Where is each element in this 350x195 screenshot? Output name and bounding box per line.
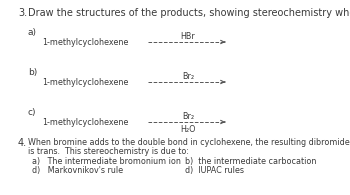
Text: 3.: 3. [18,8,27,18]
Text: is trans.  This stereochemistry is due to:: is trans. This stereochemistry is due to… [28,147,189,156]
Text: d)  IUPAC rules: d) IUPAC rules [185,166,244,175]
Text: Br₂: Br₂ [182,112,194,121]
Text: b): b) [28,68,37,77]
Text: b)  the intermediate carbocation: b) the intermediate carbocation [185,157,316,166]
Text: 1-methylcyclohexene: 1-methylcyclohexene [42,38,128,47]
Text: a)   The intermediate bromonium ion: a) The intermediate bromonium ion [32,157,181,166]
Text: Draw the structures of the products, showing stereochemistry where relevant.: Draw the structures of the products, sho… [28,8,350,18]
Text: Br₂: Br₂ [182,72,194,81]
Text: HBr: HBr [181,32,195,41]
Text: H₂O: H₂O [180,125,196,134]
Text: d)   Markovnikov's rule: d) Markovnikov's rule [32,166,123,175]
Text: When bromine adds to the double bond in cyclohexene, the resulting dibromide: When bromine adds to the double bond in … [28,138,350,147]
Text: 1-methylcyclohexene: 1-methylcyclohexene [42,118,128,127]
Text: 1-methylcyclohexene: 1-methylcyclohexene [42,78,128,87]
Text: a): a) [28,28,37,37]
Text: 4.: 4. [18,138,27,148]
Text: c): c) [28,108,36,117]
